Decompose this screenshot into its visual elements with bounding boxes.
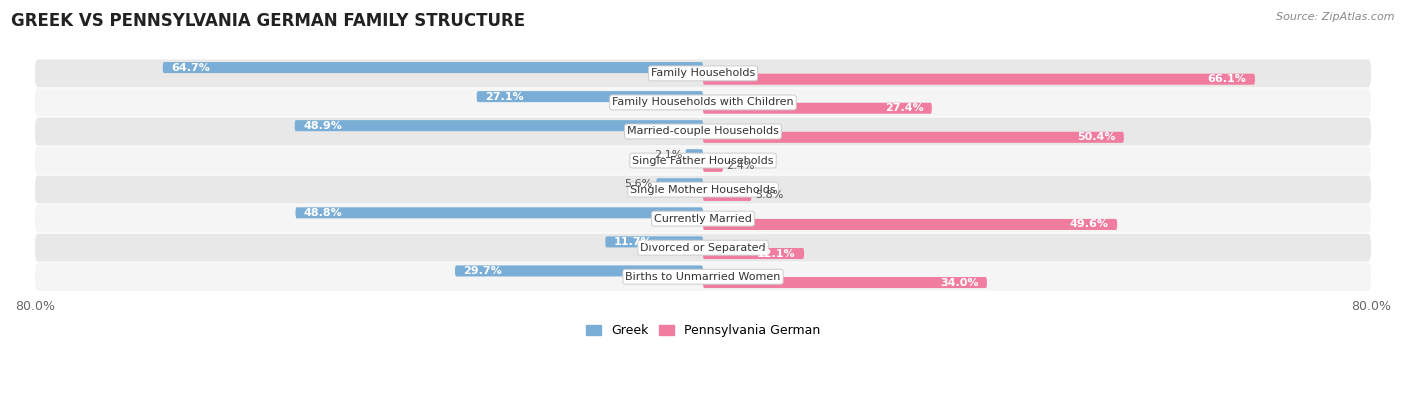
- FancyBboxPatch shape: [35, 234, 1371, 261]
- Text: 29.7%: 29.7%: [464, 266, 502, 276]
- Text: Births to Unmarried Women: Births to Unmarried Women: [626, 272, 780, 282]
- Text: Family Households: Family Households: [651, 68, 755, 78]
- FancyBboxPatch shape: [295, 120, 703, 131]
- FancyBboxPatch shape: [606, 236, 703, 247]
- Text: 48.9%: 48.9%: [304, 121, 342, 131]
- Text: 64.7%: 64.7%: [172, 62, 209, 73]
- FancyBboxPatch shape: [657, 178, 703, 189]
- Text: 5.6%: 5.6%: [624, 179, 652, 189]
- FancyBboxPatch shape: [35, 205, 1371, 233]
- FancyBboxPatch shape: [35, 147, 1371, 175]
- FancyBboxPatch shape: [703, 132, 1123, 143]
- Text: 12.1%: 12.1%: [756, 248, 796, 258]
- Text: 48.8%: 48.8%: [304, 208, 343, 218]
- Legend: Greek, Pennsylvania German: Greek, Pennsylvania German: [581, 320, 825, 342]
- Text: 2.1%: 2.1%: [654, 150, 682, 160]
- Text: Married-couple Households: Married-couple Households: [627, 126, 779, 137]
- FancyBboxPatch shape: [163, 62, 703, 73]
- Text: 11.7%: 11.7%: [613, 237, 652, 247]
- FancyBboxPatch shape: [477, 91, 703, 102]
- FancyBboxPatch shape: [35, 59, 1371, 87]
- FancyBboxPatch shape: [456, 265, 703, 276]
- FancyBboxPatch shape: [703, 219, 1118, 230]
- FancyBboxPatch shape: [686, 149, 703, 160]
- Text: 34.0%: 34.0%: [941, 278, 979, 288]
- FancyBboxPatch shape: [35, 176, 1371, 203]
- Text: Source: ZipAtlas.com: Source: ZipAtlas.com: [1277, 12, 1395, 22]
- FancyBboxPatch shape: [703, 74, 1256, 85]
- Text: Single Mother Households: Single Mother Households: [630, 184, 776, 195]
- Text: Currently Married: Currently Married: [654, 214, 752, 224]
- FancyBboxPatch shape: [295, 207, 703, 218]
- Text: 49.6%: 49.6%: [1070, 220, 1109, 229]
- FancyBboxPatch shape: [703, 161, 723, 172]
- Text: GREEK VS PENNSYLVANIA GERMAN FAMILY STRUCTURE: GREEK VS PENNSYLVANIA GERMAN FAMILY STRU…: [11, 12, 526, 30]
- FancyBboxPatch shape: [35, 88, 1371, 117]
- FancyBboxPatch shape: [35, 263, 1371, 291]
- Text: 50.4%: 50.4%: [1077, 132, 1115, 142]
- FancyBboxPatch shape: [703, 103, 932, 114]
- FancyBboxPatch shape: [703, 277, 987, 288]
- Text: 27.1%: 27.1%: [485, 92, 523, 102]
- Text: 27.4%: 27.4%: [884, 103, 924, 113]
- FancyBboxPatch shape: [703, 190, 751, 201]
- Text: Family Households with Children: Family Households with Children: [612, 98, 794, 107]
- FancyBboxPatch shape: [35, 118, 1371, 145]
- Text: 5.8%: 5.8%: [755, 190, 783, 200]
- Text: Divorced or Separated: Divorced or Separated: [640, 243, 766, 253]
- FancyBboxPatch shape: [703, 248, 804, 259]
- Text: Single Father Households: Single Father Households: [633, 156, 773, 166]
- Text: 2.4%: 2.4%: [727, 161, 755, 171]
- Text: 66.1%: 66.1%: [1208, 74, 1247, 84]
